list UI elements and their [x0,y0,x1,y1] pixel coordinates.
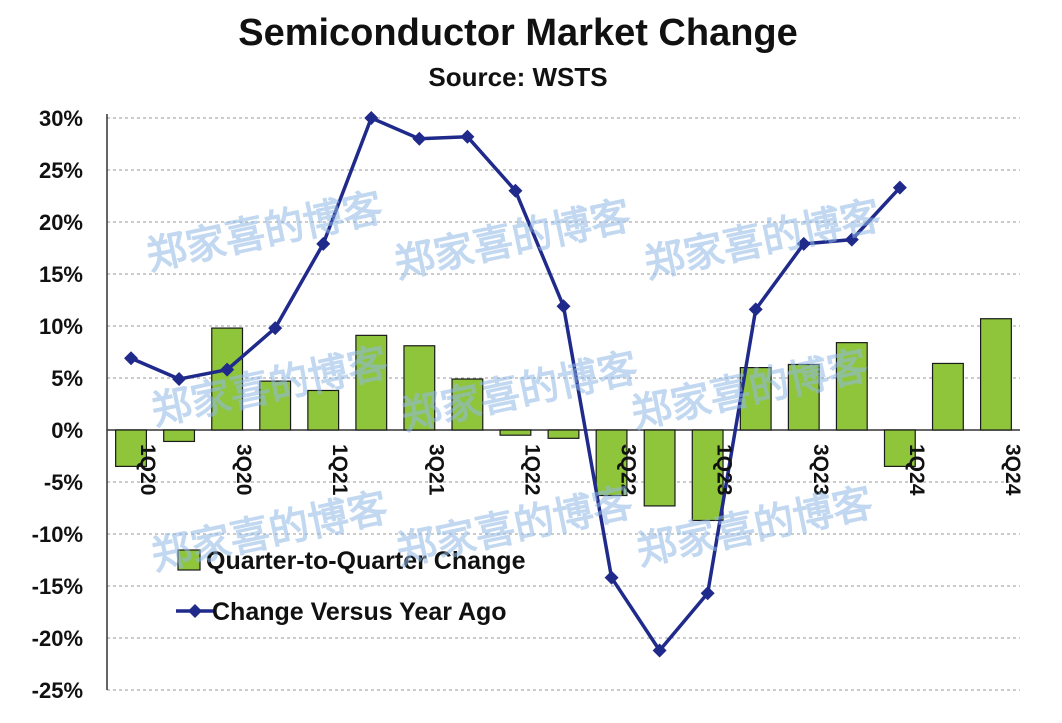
bar-series [115,318,1012,522]
line-point [844,232,859,247]
bar [931,362,964,431]
y-tick-label: 20% [39,210,83,235]
line-point [172,372,187,387]
bar [547,429,580,439]
line-point [700,586,715,601]
y-tick-label: 15% [39,262,83,287]
line-point [652,643,667,658]
y-tick-label: 30% [39,106,83,131]
legend-label: Change Versus Year Ago [212,598,507,626]
y-tick-labels: 30% 25% 20% 15% 10% 5% 0% -5% -10% -15% -20% -25% [32,106,83,703]
bar [787,363,820,431]
line-point [748,302,763,317]
y-tick-label: 10% [39,314,83,339]
bar [499,429,532,436]
x-tick-label: 1Q21 [328,444,351,496]
bar [355,334,388,431]
line-point [364,111,379,125]
y-tick-label: -5% [44,470,83,495]
bar [883,429,916,468]
line-point [460,129,475,144]
line-point [220,362,235,377]
line-point [892,180,907,195]
watermark-text: 郑家喜的博客 [143,185,387,280]
x-tick-label: 3Q23 [809,444,832,495]
x-tick-label: 3Q20 [232,444,255,495]
bar [595,429,628,497]
bar [691,429,724,522]
y-tick-label: -20% [32,626,83,651]
grid-lines [107,117,1020,691]
x-tick-label: 3Q21 [424,444,447,496]
line-point [556,299,571,314]
legend: Quarter-to-Quarter Change Change Versus Y… [176,547,526,626]
line-point [268,321,283,336]
bar [979,318,1012,431]
y-tick-label: -15% [32,574,83,599]
y-tick-label: 5% [51,366,83,391]
bar [163,429,196,443]
x-tick-label: 1Q22 [520,444,543,495]
legend-label: Quarter-to-Quarter Change [206,547,526,575]
bar [403,345,436,431]
legend-line-marker [188,604,202,618]
bar [643,429,676,507]
x-tick-label: 1Q23 [713,444,736,495]
line-point [316,236,331,251]
line-point [508,183,523,198]
bar [451,378,484,431]
x-tick-label: 1Q24 [905,444,928,496]
line-point [604,570,619,585]
bar [259,380,292,431]
x-tick-labels: 1Q20 3Q20 1Q21 3Q21 1Q22 3Q22 1Q23 3Q23 1Q24 3Q24 [136,444,1024,496]
bar [211,327,244,431]
watermark-text: 郑家喜的博客 [391,193,635,288]
y-tick-label: -25% [32,678,83,703]
x-tick-label: 3Q22 [617,444,640,495]
line-point [796,236,811,251]
x-tick-label: 1Q20 [136,444,159,495]
y-tick-label: 0% [51,418,83,443]
x-tick-label: 3Q24 [1001,444,1024,496]
bar [835,342,868,431]
line-point [124,351,139,366]
bar [115,429,148,468]
chart-title: Semiconductor Market Change [238,12,798,54]
line-series [124,111,907,658]
chart-subtitle: Source: WSTS [428,62,608,92]
y-tick-label: 25% [39,158,83,183]
legend-bar-swatch [177,549,201,571]
bar [307,389,340,431]
line-point [412,131,427,146]
y-tick-label: -10% [32,522,83,547]
